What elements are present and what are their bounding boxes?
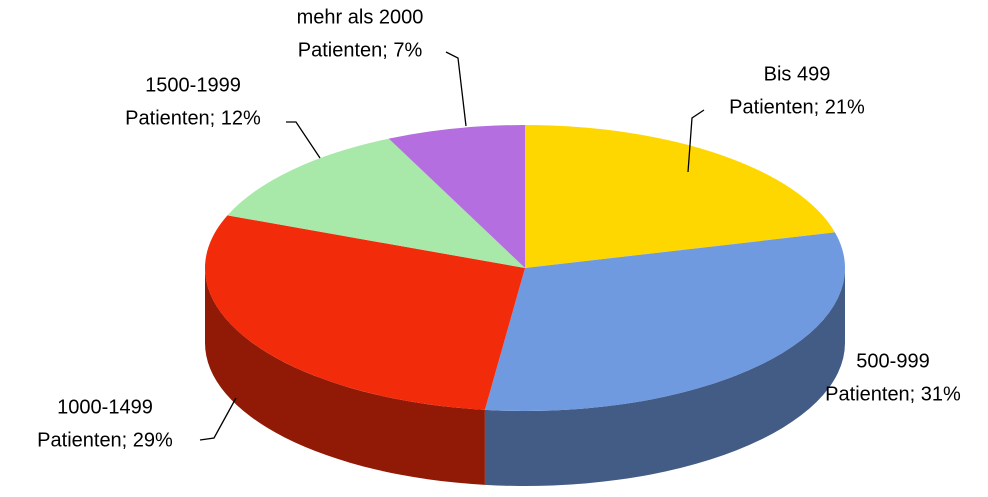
slice-side [205, 268, 485, 485]
slice-side [484, 268, 845, 486]
data-label-value: Patienten; 12% [125, 107, 261, 129]
leader-line [286, 121, 321, 159]
data-label-name: mehr als 2000 [297, 6, 424, 28]
data-label-name: 1000-1499 [57, 396, 153, 418]
data-label-name: Bis 499 [764, 63, 831, 85]
slice [525, 125, 835, 268]
data-label-value: Patienten; 7% [298, 39, 423, 61]
slice [204, 215, 525, 410]
data-label-name: 1500-1999 [145, 74, 241, 96]
slice [388, 125, 525, 268]
data-label-value: Patienten; 21% [729, 96, 865, 118]
data-label-value: Patienten; 29% [37, 429, 173, 451]
leader-line [445, 51, 467, 127]
leader-line [687, 109, 705, 173]
slice [484, 232, 845, 411]
slice [227, 138, 525, 268]
data-label-value: Patienten; 31% [825, 383, 961, 405]
data-label-name: 500-999 [856, 350, 929, 372]
leader-line [199, 397, 237, 441]
